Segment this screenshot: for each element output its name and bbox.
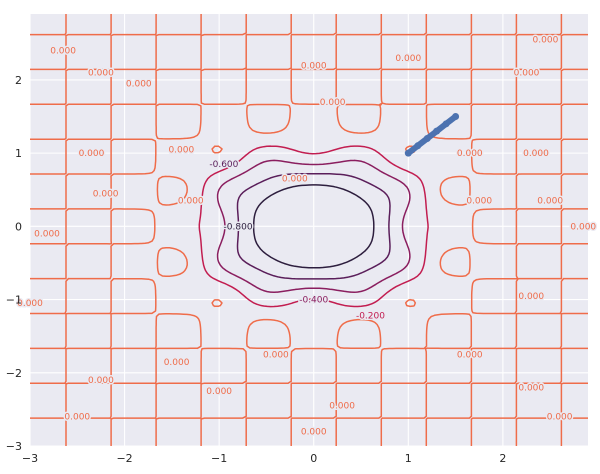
x-tick-label: −3 — [22, 452, 38, 465]
contour-label: 0.000 — [17, 299, 43, 309]
contour-label: 0.000 — [93, 189, 119, 199]
contour-label: 0.000 — [206, 387, 232, 397]
contour-label: 0.000 — [466, 197, 492, 207]
contour-label: -0.600 — [209, 160, 238, 170]
contour-label: 0.000 — [168, 145, 194, 155]
x-tick-label: 1 — [405, 452, 412, 465]
contour-label: 0.000 — [88, 376, 114, 386]
contour-label: 0.000 — [50, 47, 76, 57]
path-series-point — [404, 149, 412, 157]
path-series-point — [452, 113, 460, 121]
contour-label: -0.200 — [356, 312, 385, 322]
x-tick-label: −1 — [211, 452, 227, 465]
y-tick-label: 2 — [15, 74, 22, 87]
contour-label: 0.000 — [178, 197, 204, 207]
contour-label: 0.000 — [164, 358, 190, 368]
contour-line — [30, 14, 588, 446]
contour-label: 0.000 — [329, 402, 355, 412]
contour-label: 0.000 — [263, 350, 289, 360]
plot-background — [30, 14, 588, 446]
contour-label: -0.800 — [224, 222, 253, 232]
path-series-point — [423, 134, 431, 142]
x-tick-label: 0 — [310, 452, 317, 465]
contour-label: 0.000 — [523, 149, 549, 159]
contour-label: 0.000 — [64, 413, 90, 423]
contour-lines — [30, 14, 588, 446]
contour-label: 0.000 — [126, 80, 152, 90]
path-series-point — [442, 120, 450, 128]
x-tick-label: −2 — [116, 452, 132, 465]
contour-line — [236, 172, 391, 280]
axis-ticks: −3 −2 −1 0 1 2 −3 −2 −1 0 1 2 — [6, 74, 507, 465]
contour-label: 0.000 — [301, 61, 327, 71]
contour-label: 0.000 — [320, 98, 346, 108]
contour-label: 0.000 — [457, 149, 483, 159]
contour-label: 0.000 — [518, 383, 544, 393]
contour-label: 0.000 — [88, 69, 114, 79]
y-tick-label: 1 — [15, 147, 22, 160]
contour-label: 0.000 — [518, 292, 544, 302]
x-tick-label: 2 — [499, 452, 506, 465]
contour-label: 0.000 — [395, 54, 421, 64]
contour-label: 0.000 — [514, 69, 540, 79]
contour-label: 0.000 — [79, 149, 105, 159]
contour-label: 0.000 — [301, 427, 327, 437]
y-tick-label: −3 — [6, 440, 22, 453]
contour-label: 0.000 — [34, 230, 60, 240]
contour-line — [252, 184, 375, 269]
contour-labels: -0.800 -0.600 -0.400 -0.200 0.000 0.000 0.000 0… — [16, 34, 598, 439]
y-tick-label: −1 — [6, 294, 22, 307]
contour-label: 0.000 — [457, 350, 483, 360]
contour-line — [198, 145, 429, 308]
y-tick-label: −2 — [6, 367, 22, 380]
contour-line — [216, 159, 411, 293]
contour-label: 0.000 — [282, 175, 308, 185]
contour-label: 0.000 — [537, 197, 563, 207]
path-series — [404, 113, 460, 157]
contour-label: 0.000 — [547, 413, 573, 423]
contour-label: -0.400 — [299, 296, 328, 306]
path-series-point — [433, 127, 441, 135]
contour-label: 0.000 — [570, 222, 596, 232]
contour-label: 0.000 — [533, 36, 559, 46]
y-tick-label: 0 — [15, 220, 22, 233]
path-series-point — [414, 142, 422, 150]
